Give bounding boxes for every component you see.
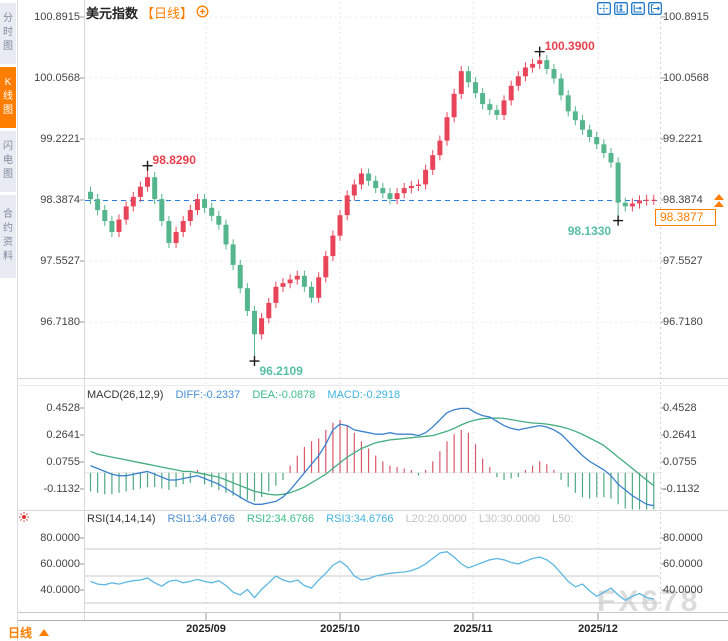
rsi1-value: RSI1:34.6766 — [167, 513, 235, 525]
rsi-l50-value: L50: — [552, 513, 574, 525]
x-axis-label: 2025/10 — [320, 623, 360, 635]
gridlines — [85, 2, 661, 612]
y-axis-label: 98.3874 — [663, 194, 703, 206]
y-axis-label: 60.0000 — [663, 558, 703, 570]
y-axis-label: 60.0000 — [40, 558, 80, 570]
y-axis-label: 97.5527 — [40, 255, 80, 267]
sidebar-tab-contract-info[interactable]: 合约资料 — [0, 195, 16, 278]
macd-header: MACD(26,12,9) DIFF:-0.2337 DEA:-0.0878 M… — [87, 389, 400, 401]
add-indicator-icon[interactable] — [196, 5, 209, 21]
y-axis-label: 100.0568 — [663, 72, 709, 84]
macd-dea-value: DEA:-0.0878 — [252, 389, 316, 401]
sidebar-tab-kline[interactable]: K线图 — [0, 67, 16, 128]
y-axis-label: 80.0000 — [40, 532, 80, 544]
x-axis-label: 2025/09 — [186, 623, 226, 635]
x-axis-label: 2025/11 — [453, 623, 493, 635]
zoom-horizontal-tool-icon[interactable] — [631, 2, 645, 15]
candlesticks — [88, 53, 657, 360]
y-axis-label: -0.1132 — [43, 483, 81, 495]
macd-lines — [90, 407, 655, 507]
indicator-settings-icon[interactable] — [18, 511, 30, 526]
rsi-label: RSI(14,14,14) — [87, 513, 156, 525]
price-annotation: 100.3900 — [544, 38, 595, 53]
zoom-vertical-tool-icon[interactable] — [614, 2, 628, 15]
y-axis-label: -0.1132 — [663, 483, 700, 495]
y-axis-label: 100.8915 — [663, 11, 709, 23]
sidebar-tab-lightning[interactable]: 闪电图 — [0, 131, 16, 192]
pan-right-tool-icon[interactable] — [648, 2, 662, 15]
y-axis-label: 0.0755 — [46, 456, 80, 468]
price-annotation: 96.2109 — [259, 364, 303, 379]
rsi2-value: RSI2:34.6766 — [246, 513, 315, 525]
price-annotation: 98.8290 — [152, 152, 196, 167]
y-axis-label: 0.0755 — [663, 456, 697, 468]
macd-label: MACD(26,12,9) — [87, 389, 164, 401]
current-price-box: 98.3877 — [655, 209, 716, 226]
chart-toolbar — [597, 2, 662, 15]
y-axis-label: 99.2221 — [40, 133, 80, 145]
annotation-crosses — [142, 46, 624, 367]
crosshair-tool-icon[interactable] — [597, 2, 611, 15]
rsi3-value: RSI3:34.6766 — [326, 513, 394, 525]
triangle-up-icon — [39, 629, 50, 636]
y-axis-label: 100.8915 — [34, 11, 80, 23]
panel-borders — [0, 0, 728, 621]
period-selector[interactable]: 日线 — [8, 624, 50, 641]
rsi-line — [90, 551, 654, 602]
y-axis-label: 98.3874 — [40, 194, 80, 206]
x-axis-label: 2025/12 — [578, 623, 618, 635]
period-selector-label: 日线 — [8, 626, 33, 640]
chart-title-row: 美元指数 【日线】 — [86, 3, 209, 22]
y-axis-label: 96.7180 — [40, 316, 80, 328]
y-axis-label: 100.0568 — [34, 72, 80, 84]
macd-diff-value: DIFF:-0.2337 — [175, 389, 241, 401]
rsi-l20-value: L20:20.0000 — [405, 513, 467, 525]
y-axis-label: 0.4528 — [663, 402, 697, 414]
sidebar: 分时图 K线图 闪电图 合约资料 — [0, 0, 18, 641]
y-axis-label: 0.2641 — [46, 429, 80, 441]
price-annotation: 98.1330 — [567, 223, 612, 238]
period-tag: 【日线】 — [141, 6, 194, 21]
y-axis-label: 0.4528 — [46, 402, 80, 414]
y-axis-label: 97.5527 — [663, 255, 703, 267]
price-up-arrows-icon — [714, 194, 724, 207]
macd-macd-value: MACD:-0.2918 — [327, 389, 401, 401]
rsi-header: RSI(14,14,14) RSI1:34.6766 RSI2:34.6766 … — [87, 513, 573, 525]
y-axis-label: 80.0000 — [663, 532, 703, 544]
rsi-l30-value: L30:30.0000 — [478, 513, 540, 525]
sidebar-tab-timeshare[interactable]: 分时图 — [0, 3, 16, 64]
y-axis-label: 40.0000 — [40, 584, 80, 596]
y-axis-label: 0.2641 — [663, 429, 697, 441]
instrument-title: 美元指数 — [86, 6, 139, 21]
y-axis-label: 96.7180 — [663, 316, 703, 328]
y-axis-label: 40.0000 — [663, 584, 703, 596]
y-axis-label: 99.2221 — [663, 133, 703, 145]
